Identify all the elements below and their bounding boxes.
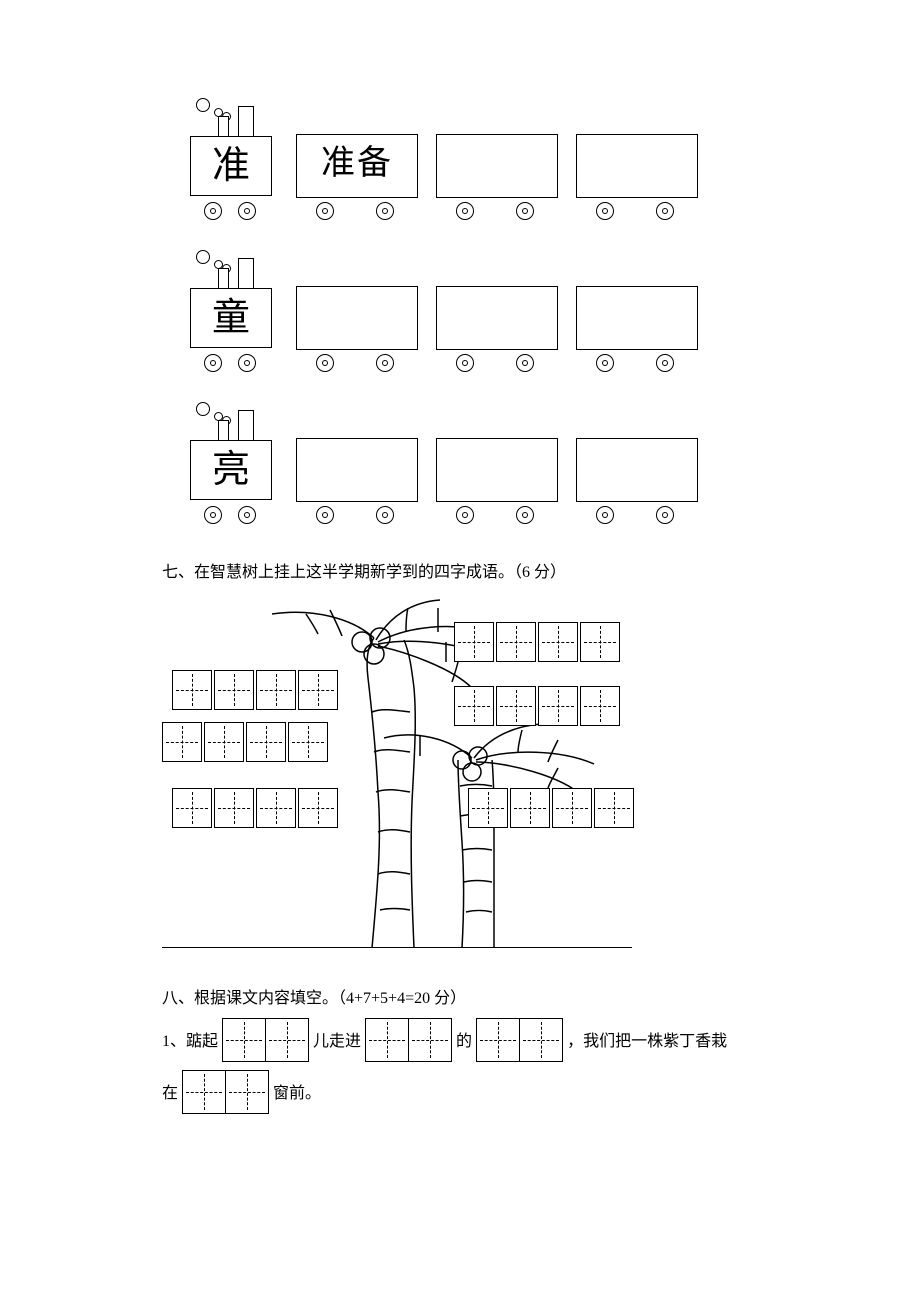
fill-line: 1、 踮起 儿走进 的 ，我们把一株紫丁香栽 xyxy=(162,1018,920,1062)
worksheet-page: 准 准备 童 xyxy=(0,0,920,1182)
wheel-icon xyxy=(516,506,534,524)
train-car[interactable] xyxy=(576,134,698,198)
fill-line: 在 窗前。 xyxy=(162,1070,920,1114)
fill-blank[interactable] xyxy=(365,1018,452,1062)
fill-text: 窗前。 xyxy=(273,1074,321,1114)
wheel-row xyxy=(190,350,920,378)
wheel-icon xyxy=(316,202,334,220)
tree-baseline xyxy=(162,947,632,948)
wheel-icon xyxy=(204,202,222,220)
wheel-row xyxy=(190,502,920,530)
question-number: 1、 xyxy=(162,1022,186,1062)
wheel-icon xyxy=(456,354,474,372)
idiom-blank[interactable] xyxy=(172,788,340,828)
fill-blank[interactable] xyxy=(476,1018,563,1062)
wheel-icon xyxy=(316,506,334,524)
fill-text: 儿走进 xyxy=(313,1022,361,1062)
wheel-icon xyxy=(596,202,614,220)
wheel-icon xyxy=(238,202,256,220)
tree-icon xyxy=(162,592,722,972)
train-engine: 童 xyxy=(190,250,285,350)
wheel-icon xyxy=(316,354,334,372)
wheel-icon xyxy=(238,506,256,524)
wheel-icon xyxy=(656,202,674,220)
question-1: 1、 踮起 儿走进 的 ，我们把一株紫丁香栽 在 窗前。 xyxy=(162,1018,920,1114)
train-car[interactable]: 准备 xyxy=(296,134,418,198)
section7-heading: 七、在智慧树上挂上这半学期新学到的四字成语。（6 分） xyxy=(162,558,920,582)
fill-blank[interactable] xyxy=(182,1070,269,1114)
train-car[interactable] xyxy=(436,134,558,198)
wheel-icon xyxy=(516,354,534,372)
train-car[interactable] xyxy=(576,286,698,350)
wheel-icon xyxy=(456,506,474,524)
section8-heading: 八、根据课文内容填空。（4+7+5+4=20 分） xyxy=(162,984,920,1008)
wheel-icon xyxy=(376,202,394,220)
fill-text: 踮起 xyxy=(186,1022,218,1062)
wheel-row xyxy=(190,198,920,226)
engine-character: 亮 xyxy=(190,440,272,500)
fill-text: ，我们把一株紫丁香栽 xyxy=(567,1022,727,1062)
smoke-icon xyxy=(196,402,210,416)
train-row: 童 xyxy=(190,232,920,350)
train-car[interactable] xyxy=(436,438,558,502)
train-engine: 亮 xyxy=(190,402,285,502)
wisdom-tree xyxy=(162,592,722,972)
train-section: 准 准备 童 xyxy=(190,80,920,530)
wheel-icon xyxy=(456,202,474,220)
wheel-icon xyxy=(656,506,674,524)
train-row: 亮 xyxy=(190,384,920,502)
wheel-icon xyxy=(204,354,222,372)
wheel-icon xyxy=(376,506,394,524)
train-car[interactable] xyxy=(436,286,558,350)
idiom-blank[interactable] xyxy=(172,670,340,710)
engine-character: 童 xyxy=(190,288,272,348)
fill-text: 的 xyxy=(456,1022,472,1062)
wheel-icon xyxy=(376,354,394,372)
idiom-blank[interactable] xyxy=(454,622,622,662)
wheel-icon xyxy=(238,354,256,372)
fill-blank[interactable] xyxy=(222,1018,309,1062)
idiom-blank[interactable] xyxy=(162,722,330,762)
train-car[interactable] xyxy=(296,438,418,502)
wheel-icon xyxy=(656,354,674,372)
engine-character: 准 xyxy=(190,136,272,196)
wheel-icon xyxy=(204,506,222,524)
chimney-icon xyxy=(238,106,254,140)
idiom-blank[interactable] xyxy=(454,686,622,726)
chimney-icon xyxy=(238,258,254,292)
fill-text: 在 xyxy=(162,1074,178,1114)
chimney-icon xyxy=(238,410,254,444)
train-car[interactable] xyxy=(296,286,418,350)
train-engine: 准 xyxy=(190,98,285,198)
smoke-icon xyxy=(196,250,210,264)
wheel-icon xyxy=(516,202,534,220)
train-car[interactable] xyxy=(576,438,698,502)
wheel-icon xyxy=(596,506,614,524)
train-row: 准 准备 xyxy=(190,80,920,198)
smoke-icon xyxy=(196,98,210,112)
wheel-icon xyxy=(596,354,614,372)
idiom-blank[interactable] xyxy=(468,788,636,828)
